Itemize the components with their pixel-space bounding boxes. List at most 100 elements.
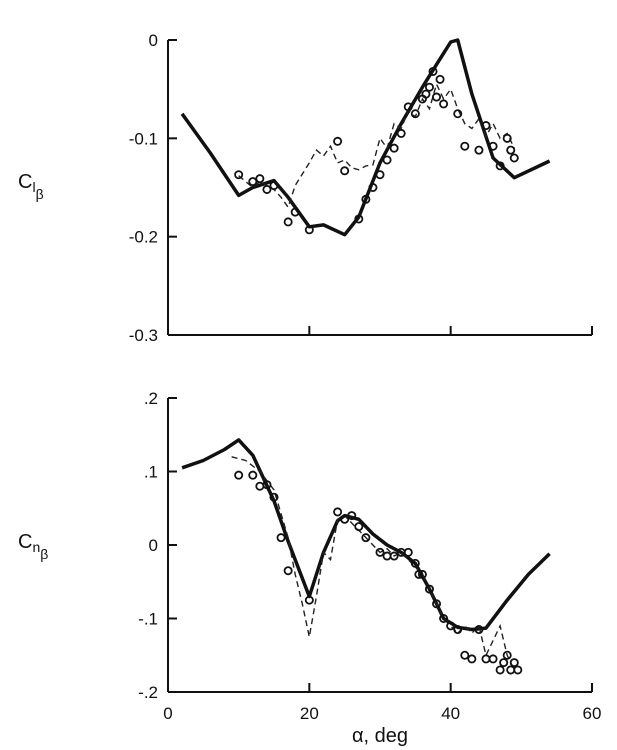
top-data-point bbox=[248, 177, 258, 187]
bottom-ylabel-sub2: β bbox=[40, 546, 48, 562]
bottom-data-point bbox=[333, 507, 343, 517]
bottom-data-point bbox=[513, 665, 523, 675]
top-data-point bbox=[396, 128, 406, 138]
bottom-ytick-label: -.1 bbox=[138, 610, 158, 629]
top-data-point bbox=[361, 194, 371, 204]
top-data-point bbox=[283, 217, 293, 227]
top-ytick-label: 0 bbox=[149, 31, 158, 50]
top-ylabel: Clβ bbox=[18, 171, 44, 202]
top-series bbox=[180, 38, 551, 237]
bottom-data-point bbox=[255, 481, 265, 491]
top-dashed-series-line bbox=[238, 82, 515, 209]
top-data-point bbox=[340, 166, 350, 176]
top-data-point bbox=[262, 184, 272, 194]
bottom-data-point bbox=[481, 654, 491, 664]
bottom-data-point bbox=[453, 625, 463, 635]
bottom-data-point bbox=[502, 650, 512, 660]
bottom-series bbox=[181, 438, 551, 675]
top-data-point bbox=[421, 89, 431, 99]
top-data-point bbox=[382, 155, 392, 165]
bottom-ylabel-main: C bbox=[18, 531, 32, 553]
top-data-point bbox=[389, 143, 399, 153]
top-data-point bbox=[234, 170, 244, 180]
top-ylabel-sub2: β bbox=[36, 186, 44, 202]
bottom-solid-series-line bbox=[181, 438, 551, 632]
top-ytick-label: -0.3 bbox=[129, 326, 158, 345]
bottom-data-point bbox=[499, 658, 509, 668]
bottom-data-point bbox=[276, 533, 286, 543]
top-data-point bbox=[269, 181, 279, 191]
bottom-xlabel: α, deg bbox=[352, 725, 408, 747]
top-ytick-labels: 0 -0.1 -0.2 -0.3 bbox=[129, 31, 158, 345]
top-data-point bbox=[453, 109, 463, 119]
bottom-panel: .2 .1 0 -.1 -.2 0 20 40 60 Cnβ α, deg bbox=[18, 389, 601, 747]
top-data-point bbox=[495, 161, 505, 171]
bottom-ylabel-sub1: n bbox=[32, 539, 40, 555]
bottom-data-point bbox=[354, 522, 364, 532]
top-ylabel-main: C bbox=[18, 171, 32, 193]
top-data-point bbox=[435, 74, 445, 84]
top-data-point bbox=[354, 214, 364, 224]
bottom-xtick-labels: 0 20 40 60 bbox=[163, 704, 601, 723]
bottom-data-point bbox=[375, 547, 385, 557]
top-data-point bbox=[333, 136, 343, 146]
top-ticks bbox=[167, 39, 593, 336]
top-data-point bbox=[439, 99, 449, 109]
bottom-ylabel: Cnβ bbox=[18, 531, 48, 562]
top-data-point bbox=[481, 121, 491, 131]
bottom-data-point bbox=[509, 658, 519, 668]
bottom-data-point bbox=[417, 569, 427, 579]
top-data-point bbox=[506, 145, 516, 155]
top-data-point bbox=[368, 182, 378, 192]
bottom-data-point bbox=[340, 514, 350, 524]
bottom-xtick-label: 20 bbox=[300, 704, 319, 723]
top-data-point bbox=[432, 92, 442, 102]
top-ytick-label: -0.1 bbox=[129, 129, 158, 148]
bottom-ytick-label: 0 bbox=[149, 536, 158, 555]
bottom-ytick-label: .2 bbox=[144, 389, 158, 408]
top-data-point bbox=[509, 153, 519, 163]
top-data-point bbox=[403, 102, 413, 112]
top-data-point bbox=[502, 133, 512, 143]
bottom-xtick-label: 60 bbox=[583, 704, 602, 723]
bottom-ytick-label: -.2 bbox=[138, 683, 158, 702]
bottom-data-point bbox=[432, 599, 442, 609]
bottom-data-point bbox=[474, 625, 484, 635]
bottom-data-point bbox=[361, 533, 371, 543]
top-ylabel-sub1: l bbox=[32, 179, 35, 195]
top-data-point bbox=[488, 141, 498, 151]
top-data-point bbox=[304, 225, 314, 235]
top-data-point bbox=[290, 207, 300, 217]
top-data-point bbox=[255, 174, 265, 184]
bottom-data-point bbox=[382, 551, 392, 561]
bottom-data-point bbox=[439, 614, 449, 624]
bottom-data-point bbox=[269, 492, 279, 502]
bottom-data-point bbox=[506, 665, 516, 675]
bottom-data-point bbox=[403, 547, 413, 557]
top-data-point bbox=[428, 66, 438, 76]
bottom-data-point bbox=[488, 654, 498, 664]
bottom-data-point bbox=[234, 470, 244, 480]
bottom-data-point bbox=[262, 480, 272, 490]
top-data-point bbox=[375, 170, 385, 180]
bottom-data-point bbox=[283, 566, 293, 576]
top-solid-series-line bbox=[180, 38, 551, 237]
bottom-data-point bbox=[467, 654, 477, 664]
bottom-data-point bbox=[304, 595, 314, 605]
bottom-ytick-label: .1 bbox=[144, 463, 158, 482]
top-data-point bbox=[460, 141, 470, 151]
top-data-point bbox=[474, 145, 484, 155]
bottom-data-point bbox=[248, 470, 258, 480]
top-ytick-label: -0.2 bbox=[129, 228, 158, 247]
top-data-point bbox=[410, 109, 420, 119]
bottom-data-point bbox=[389, 551, 399, 561]
bottom-data-point bbox=[410, 558, 420, 568]
bottom-ytick-labels: .2 .1 0 -.1 -.2 bbox=[138, 389, 158, 702]
bottom-data-point bbox=[460, 650, 470, 660]
bottom-xtick-label: 40 bbox=[441, 704, 460, 723]
bottom-data-point bbox=[446, 621, 456, 631]
top-panel: 0 -0.1 -0.2 -0.3 Clβ bbox=[18, 31, 593, 345]
bottom-data-point bbox=[347, 511, 357, 521]
bottom-data-point bbox=[495, 665, 505, 675]
